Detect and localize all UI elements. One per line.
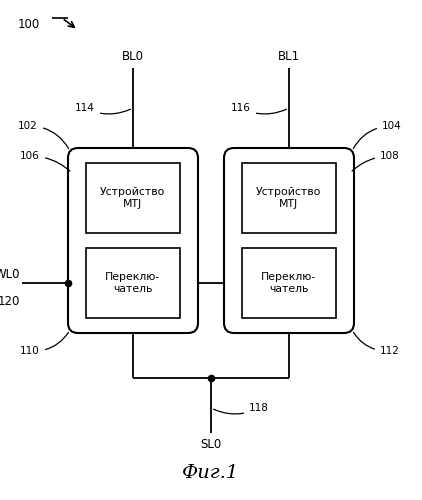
Text: 106: 106 (20, 151, 70, 171)
Bar (242, 163, 336, 233)
Bar (242, 248, 336, 318)
Text: 114: 114 (75, 103, 130, 114)
Text: Переклю-
чатель: Переклю- чатель (106, 272, 161, 294)
Text: BL0: BL0 (122, 50, 144, 63)
Text: 116: 116 (231, 103, 287, 114)
Text: 120: 120 (0, 295, 20, 308)
Text: 102: 102 (18, 121, 69, 148)
FancyBboxPatch shape (68, 148, 198, 333)
Bar (86, 163, 180, 233)
Text: 100: 100 (18, 18, 40, 31)
Text: BL1: BL1 (278, 50, 300, 63)
FancyBboxPatch shape (224, 148, 354, 333)
Text: 118: 118 (214, 403, 269, 414)
Bar (86, 248, 180, 318)
Text: WL0: WL0 (0, 268, 20, 281)
Text: 110: 110 (20, 332, 68, 356)
Text: 104: 104 (353, 121, 402, 148)
Text: Устройство
MTJ: Устройство MTJ (100, 187, 166, 209)
Text: 112: 112 (354, 332, 400, 356)
Text: Переклю-
чатель: Переклю- чатель (261, 272, 316, 294)
Text: Фиг.1: Фиг.1 (182, 464, 240, 482)
Text: 108: 108 (352, 151, 400, 171)
Text: SL0: SL0 (200, 438, 222, 451)
Text: Устройство
MTJ: Устройство MTJ (256, 187, 322, 209)
